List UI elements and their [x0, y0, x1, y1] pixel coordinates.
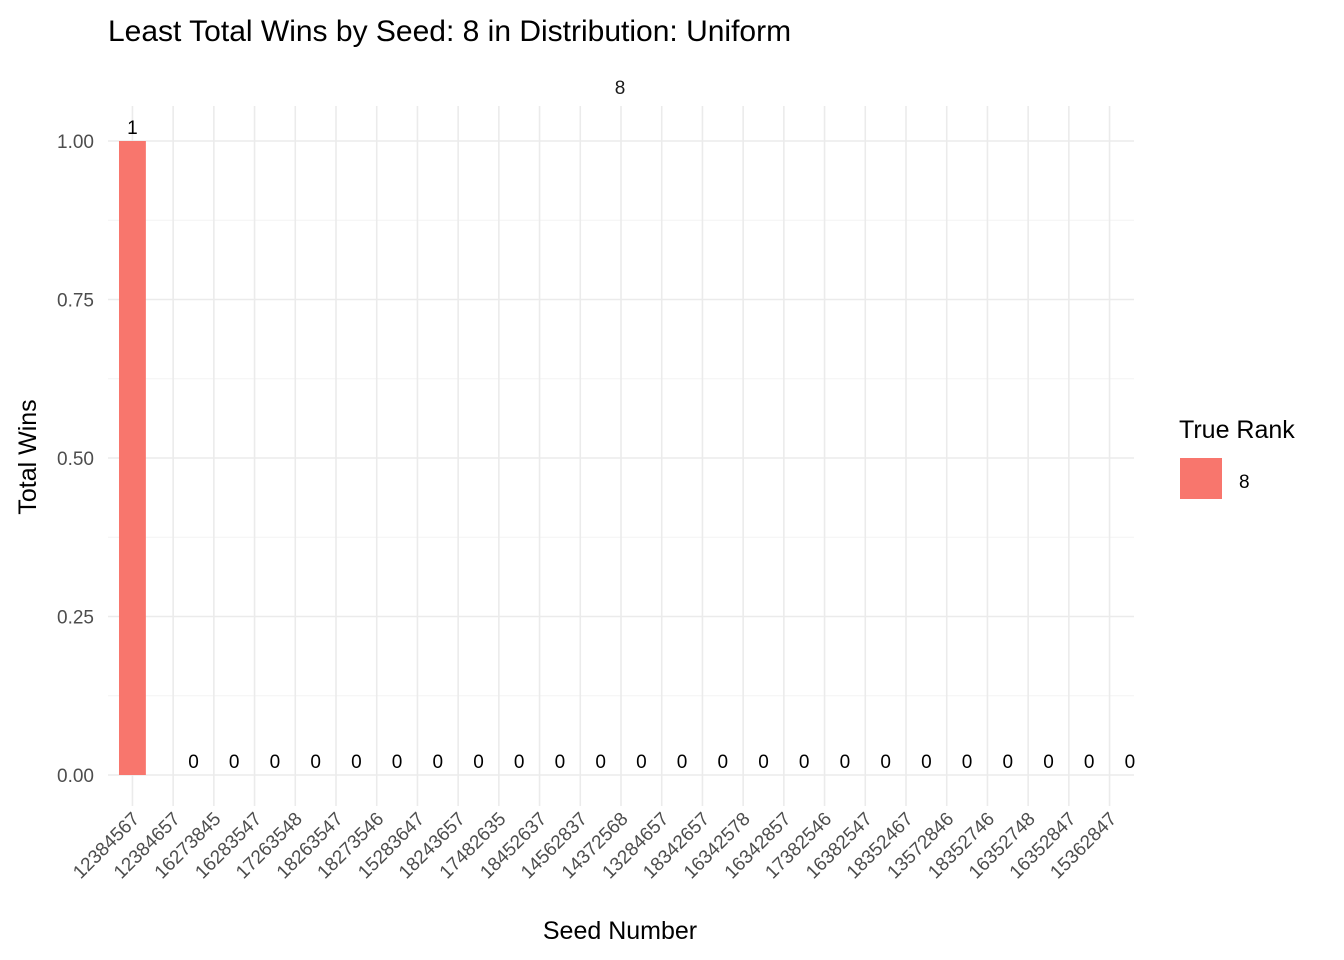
data-label: 0	[270, 752, 281, 773]
data-label: 0	[514, 752, 525, 773]
data-label: 0	[758, 752, 769, 773]
data-label: 0	[188, 752, 199, 773]
y-tick-label: 1.00	[57, 132, 94, 153]
x-axis-ticks: 1238456712384657162738451628354717263548…	[69, 809, 1121, 884]
data-label: 0	[392, 752, 403, 773]
y-tick-label: 0.50	[57, 449, 94, 470]
data-label: 0	[840, 752, 851, 773]
data-label: 1	[127, 118, 138, 139]
data-label: 0	[432, 752, 443, 773]
x-axis-title: Seed Number	[543, 917, 697, 945]
grid-lines	[108, 106, 1134, 806]
legend: True Rank 8	[1179, 416, 1295, 499]
chart-title: Least Total Wins by Seed: 8 in Distribut…	[108, 15, 791, 48]
data-label: 0	[799, 752, 810, 773]
legend-swatch	[1180, 458, 1222, 499]
data-label: 0	[921, 752, 932, 773]
y-tick-label: 0.00	[57, 766, 94, 787]
legend-title: True Rank	[1179, 416, 1295, 444]
y-axis-ticks: 0.00 0.25 0.50 0.75 1.00	[57, 132, 94, 787]
y-tick-label: 0.25	[57, 608, 94, 629]
data-label: 0	[1002, 752, 1013, 773]
data-label: 0	[717, 752, 728, 773]
legend-item-label: 8	[1239, 472, 1250, 493]
data-labels: 1 0 0 0 0 0 0 0 0 0 0 0 0 0 0 0 0 0 0 0 0 0 0 0 0	[127, 118, 1135, 773]
facet-strip-label: 8	[615, 78, 626, 99]
data-label: 0	[310, 752, 321, 773]
data-label: 0	[1125, 752, 1136, 773]
data-label: 0	[677, 752, 688, 773]
bar	[118, 141, 146, 775]
data-label: 0	[636, 752, 647, 773]
data-label: 0	[555, 752, 566, 773]
data-label: 0	[1043, 752, 1054, 773]
y-axis-title: Total Wins	[14, 399, 42, 514]
y-tick-label: 0.75	[57, 291, 94, 312]
data-label: 0	[473, 752, 484, 773]
data-label: 0	[595, 752, 606, 773]
data-label: 0	[351, 752, 362, 773]
data-label: 0	[880, 752, 891, 773]
data-label: 0	[962, 752, 973, 773]
data-label: 0	[1084, 752, 1095, 773]
bars	[118, 141, 146, 775]
data-label: 0	[229, 752, 240, 773]
